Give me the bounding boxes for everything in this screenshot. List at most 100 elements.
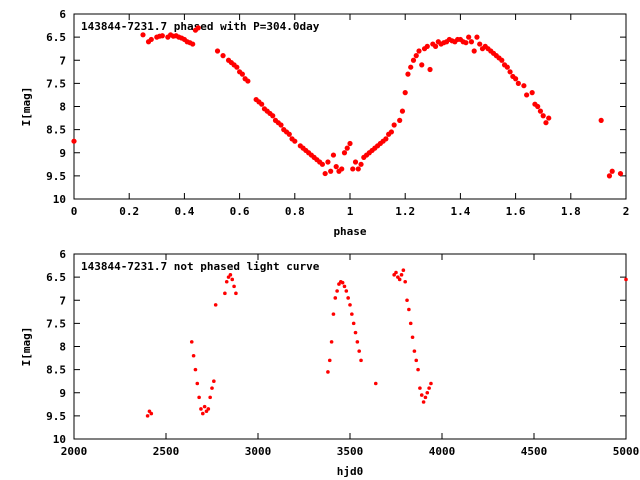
data-point xyxy=(425,390,430,395)
data-point xyxy=(598,117,604,123)
data-point xyxy=(199,407,203,411)
data-point xyxy=(394,270,398,275)
data-point xyxy=(524,92,530,98)
data-point xyxy=(351,321,356,326)
data-point xyxy=(210,386,214,390)
data-point xyxy=(402,90,408,96)
x-tick-label: 0.8 xyxy=(285,205,305,218)
data-point xyxy=(429,381,433,386)
data-point xyxy=(617,170,624,177)
data-point xyxy=(195,25,201,31)
data-point xyxy=(414,358,419,363)
y-tick-label: 9 xyxy=(59,387,66,400)
data-point xyxy=(408,321,413,326)
data-point xyxy=(424,43,430,49)
x-tick-label: 3500 xyxy=(337,445,364,458)
x-tick-label: 0.6 xyxy=(230,205,250,218)
data-point xyxy=(427,66,433,73)
data-point xyxy=(339,166,345,172)
x-tick-label: 4500 xyxy=(521,445,548,458)
data-point xyxy=(148,36,154,43)
data-point xyxy=(292,138,298,144)
data-point xyxy=(326,370,330,374)
data-point xyxy=(383,136,389,142)
data-point xyxy=(419,393,424,397)
data-point xyxy=(350,166,356,172)
data-point xyxy=(342,284,347,289)
data-point xyxy=(388,129,394,135)
data-point xyxy=(427,386,431,390)
y-tick-label: 8 xyxy=(59,341,66,354)
y-tick-label: 6.5 xyxy=(46,31,66,44)
data-point xyxy=(416,48,422,54)
y-tick-label: 7.5 xyxy=(46,317,66,330)
data-point xyxy=(232,284,236,289)
y-tick-label: 7 xyxy=(59,294,66,307)
data-point xyxy=(230,277,235,282)
y-tick-label: 6 xyxy=(59,248,66,261)
data-point xyxy=(193,367,198,372)
data-point xyxy=(140,32,146,38)
data-point xyxy=(328,168,334,174)
x-tick-label: 1.2 xyxy=(395,205,415,218)
y-tick-label: 9.5 xyxy=(46,410,66,423)
data-point xyxy=(535,103,541,110)
data-point xyxy=(202,404,207,409)
data-point xyxy=(335,289,339,293)
x-tick-label: 1 xyxy=(347,205,354,218)
data-point xyxy=(624,277,628,282)
data-point xyxy=(214,48,221,54)
data-point xyxy=(212,379,216,383)
data-point xyxy=(397,117,403,123)
data-point xyxy=(278,122,284,128)
data-series xyxy=(145,268,628,418)
data-point xyxy=(190,41,196,47)
y-tick-label: 8.5 xyxy=(46,124,66,137)
data-point xyxy=(239,71,245,77)
data-point xyxy=(344,289,349,293)
y-tick-label: 6 xyxy=(59,8,66,21)
data-point xyxy=(408,64,414,70)
data-point xyxy=(416,367,420,372)
data-point xyxy=(397,277,402,282)
data-point xyxy=(206,407,211,411)
data-point xyxy=(220,53,226,59)
data-point xyxy=(145,414,150,418)
data-point xyxy=(71,138,77,144)
x-tick-label: 0.2 xyxy=(119,205,139,218)
x-tick-label: 1.6 xyxy=(506,205,526,218)
data-point xyxy=(340,280,345,285)
data-point xyxy=(224,279,229,284)
data-point xyxy=(352,159,359,165)
data-point xyxy=(355,340,360,344)
x-tick-label: 1.8 xyxy=(561,205,581,218)
data-point xyxy=(410,57,417,63)
data-point xyxy=(412,349,417,353)
data-point xyxy=(529,90,535,96)
data-point xyxy=(521,83,527,89)
x-tick-label: 2500 xyxy=(153,445,180,458)
data-point xyxy=(401,268,406,272)
y-tick-label: 10 xyxy=(53,193,66,206)
data-point xyxy=(286,131,292,137)
data-point xyxy=(513,76,519,82)
y-axis-label: I[mag] xyxy=(20,327,33,367)
data-point xyxy=(330,152,337,158)
data-point xyxy=(540,113,546,119)
data-point xyxy=(341,150,348,156)
data-point xyxy=(410,335,415,340)
data-point xyxy=(474,34,480,40)
data-point xyxy=(373,381,378,386)
y-tick-label: 9.5 xyxy=(46,170,66,183)
data-point xyxy=(499,57,505,63)
data-point xyxy=(347,140,353,147)
data-point xyxy=(201,411,205,416)
data-point xyxy=(159,33,165,39)
y-tick-label: 7.5 xyxy=(46,77,66,90)
data-point xyxy=(463,40,469,46)
data-point xyxy=(195,381,200,386)
data-point xyxy=(208,395,212,400)
data-point xyxy=(189,340,194,344)
y-tick-label: 10 xyxy=(53,433,66,446)
data-point xyxy=(149,411,154,416)
